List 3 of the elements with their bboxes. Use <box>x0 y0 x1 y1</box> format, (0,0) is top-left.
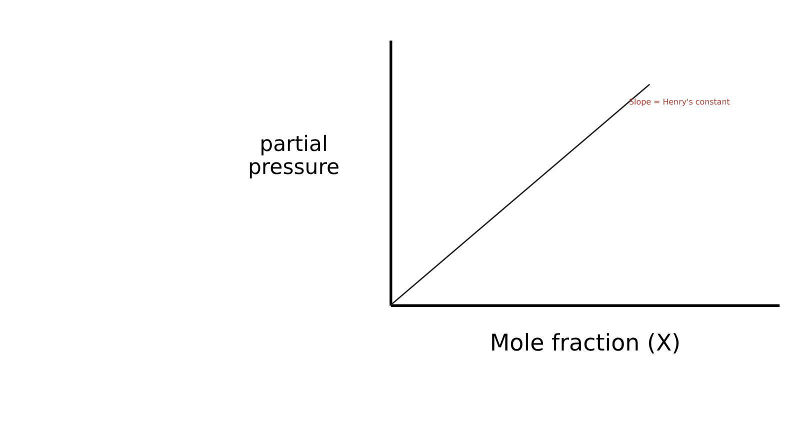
annotation: Slope = Henry's constant <box>628 98 730 107</box>
y-axis-title: partial pressure <box>248 131 340 180</box>
x-axis-title: Mole fraction (X) <box>490 330 681 357</box>
